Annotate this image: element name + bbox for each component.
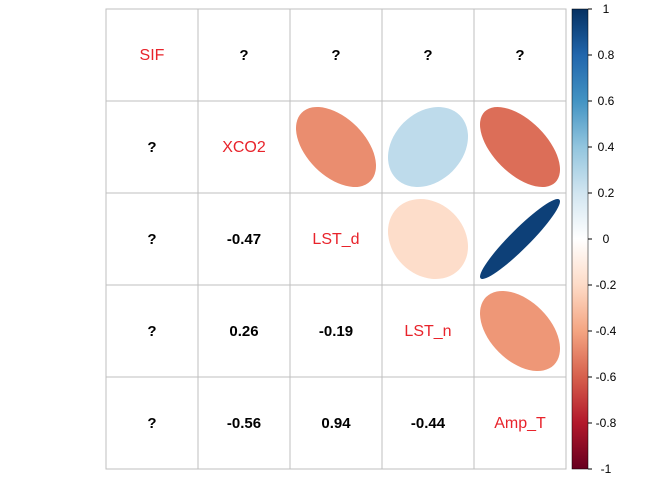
- cell-Amp_T-LST_d: [289, 376, 383, 470]
- cell-SIF-XCO2: [197, 8, 291, 102]
- correlation-ellipse: [480, 199, 560, 279]
- cell-SIF-LST_n: [381, 8, 475, 102]
- cell-Amp_T-Amp_T: [473, 376, 567, 470]
- cell-LST_n-XCO2: [197, 284, 291, 378]
- colorbar-tick-label: 0: [603, 232, 610, 246]
- cell-SIF-LST_d: [289, 8, 383, 102]
- matrix-labels: SIF????? XCO2? -0.47 LST_d? 0.26 -0.19 LST_n? -…: [140, 47, 546, 432]
- matrix-glyphs: [295, 106, 560, 371]
- correlation-ellipse: [388, 199, 468, 279]
- cell-LST_d-XCO2: [197, 192, 291, 286]
- colorbar-tick-label: 0.4: [598, 140, 615, 154]
- cell-LST_n-LST_d: [289, 284, 383, 378]
- coefficient-label: -0.44: [411, 415, 446, 432]
- colorbar-tick-label: -0.8: [596, 416, 617, 430]
- colorbar-gradient: [571, 8, 589, 470]
- colorbar-tick-label: 1: [603, 2, 610, 16]
- cell-LST_d-LST_d: [289, 192, 383, 286]
- coefficient-label: ?: [147, 139, 156, 156]
- coefficient-label: -0.47: [227, 231, 261, 248]
- missing-value-label: ?: [239, 47, 248, 64]
- correlation-ellipse: [387, 106, 469, 188]
- colorbar-tick-label: -0.2: [596, 278, 617, 292]
- missing-value-label: ?: [423, 47, 432, 64]
- diagonal-label-LST_d: LST_d: [312, 231, 359, 248]
- cell-XCO2-SIF: [105, 100, 199, 194]
- coefficient-label: 0.26: [229, 323, 258, 340]
- diagonal-label-LST_n: LST_n: [404, 323, 451, 340]
- coefficient-label: ?: [147, 415, 156, 432]
- colorbar-tick-label: -0.6: [596, 370, 617, 384]
- colorbar-tick-label: 0.8: [598, 48, 615, 62]
- correlation-ellipse: [480, 291, 560, 371]
- diagonal-label-Amp_T: Amp_T: [494, 415, 546, 432]
- colorbar-tick-label: 0.6: [598, 94, 615, 108]
- coefficient-label: ?: [147, 231, 156, 248]
- missing-value-label: ?: [515, 47, 524, 64]
- cell-Amp_T-SIF: [105, 376, 199, 470]
- diagonal-label-XCO2: XCO2: [222, 139, 266, 156]
- correlation-ellipse: [480, 107, 560, 187]
- diagonal-label-SIF: SIF: [140, 47, 165, 64]
- colorbar-tick-label: -0.4: [596, 324, 617, 338]
- colorbar-tick-label: -1: [601, 462, 612, 476]
- coefficient-label: -0.56: [227, 415, 261, 432]
- colorbar: 1 0.8 0.6 0.4 0.2 0 -0.2 -0.4 -0.6 -0.8 -1: [571, 2, 617, 476]
- colorbar-tick-label: 0.2: [598, 186, 615, 200]
- cell-LST_n-SIF: [105, 284, 199, 378]
- cell-SIF-SIF: [105, 8, 199, 102]
- cell-SIF-Amp_T: [473, 8, 567, 102]
- coefficient-label: -0.19: [319, 323, 353, 340]
- cell-LST_n-LST_n: [381, 284, 475, 378]
- cell-Amp_T-XCO2: [197, 376, 291, 470]
- missing-value-label: ?: [331, 47, 340, 64]
- coefficient-label: ?: [147, 323, 156, 340]
- coefficient-label: 0.94: [321, 415, 351, 432]
- correlation-ellipse: [295, 106, 377, 188]
